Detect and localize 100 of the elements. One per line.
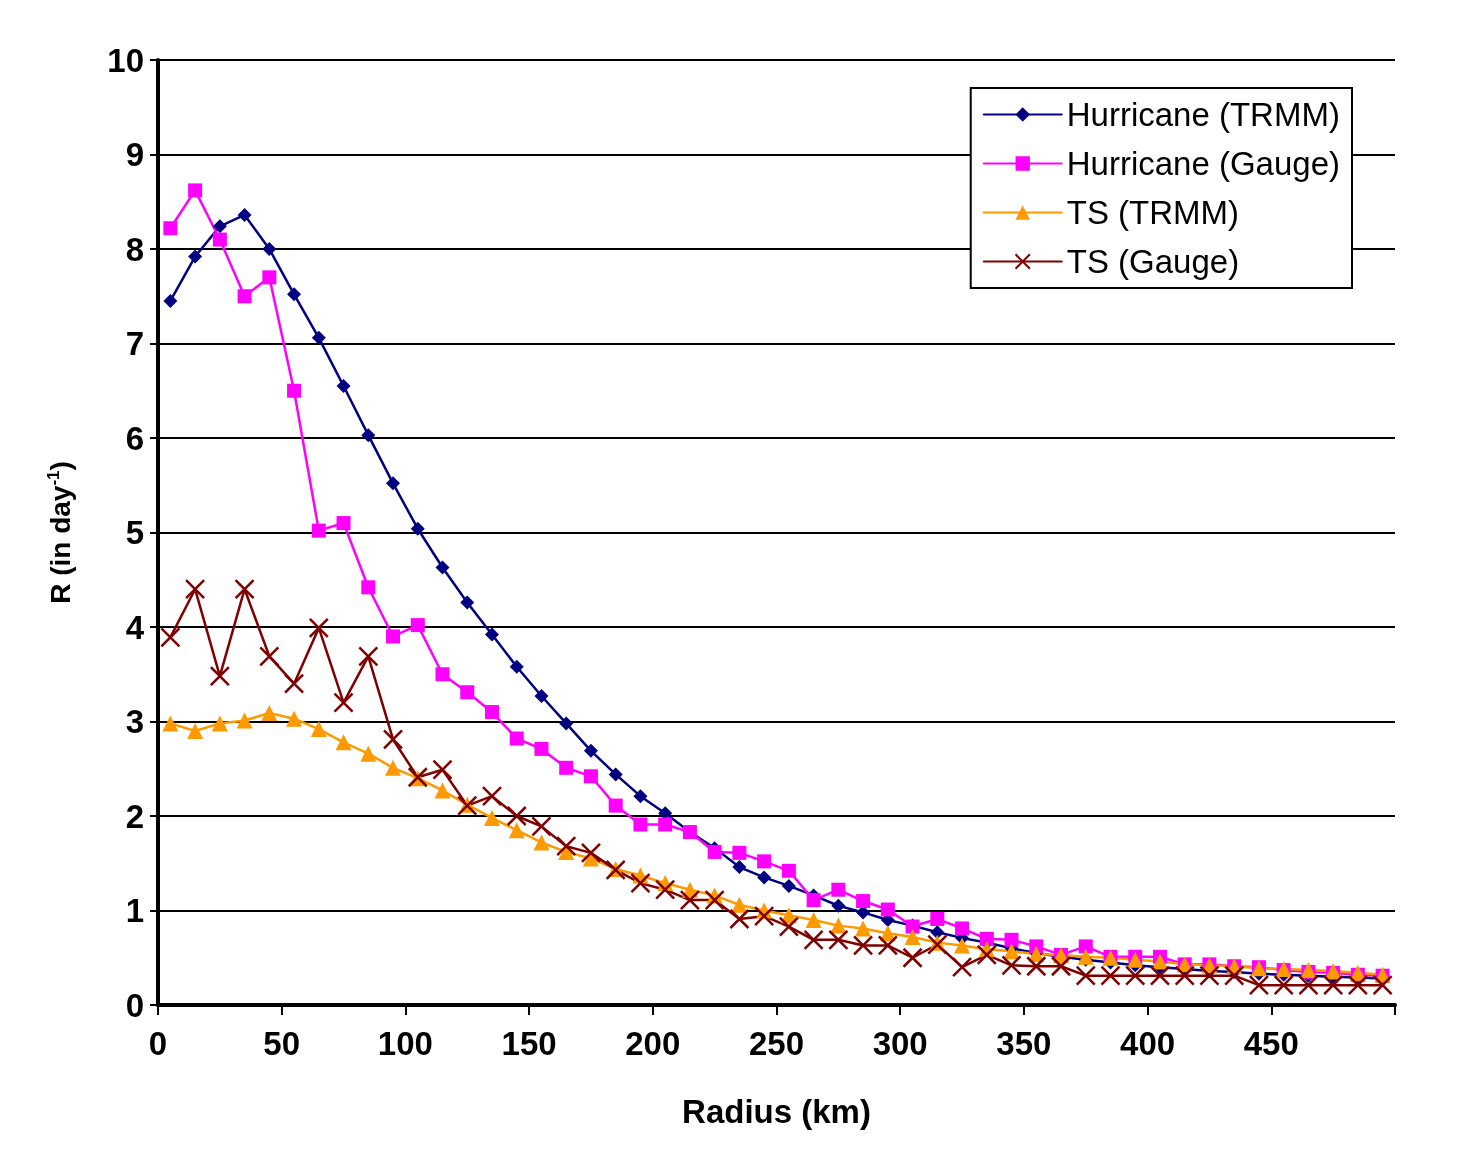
point <box>160 627 181 648</box>
point <box>1372 974 1393 996</box>
point <box>757 870 772 885</box>
point <box>877 935 899 956</box>
point <box>781 863 796 878</box>
point <box>484 627 499 642</box>
point <box>435 560 450 575</box>
x-tick-label: 400 <box>1120 1025 1176 1062</box>
point <box>163 221 178 236</box>
point <box>483 809 500 826</box>
y-tick-label: 8 <box>125 230 144 268</box>
point <box>855 920 872 937</box>
point <box>1003 943 1020 960</box>
point <box>212 219 227 234</box>
point <box>435 667 450 682</box>
x-tick-label: 350 <box>996 1025 1052 1062</box>
y-tick-label: 9 <box>125 136 144 173</box>
point <box>732 860 747 875</box>
point <box>630 872 651 894</box>
point <box>212 232 227 247</box>
point <box>506 805 527 827</box>
y-tick-label: 4 <box>125 608 145 646</box>
point <box>534 688 549 703</box>
point <box>828 929 849 951</box>
y-tick-label: 1 <box>125 892 144 929</box>
point <box>806 893 821 908</box>
point <box>583 769 598 784</box>
y-tick-label: 3 <box>125 703 144 740</box>
x-axis-title: Radius (km) <box>682 1093 871 1130</box>
point <box>951 956 973 978</box>
point <box>234 578 255 600</box>
point <box>930 925 945 940</box>
point <box>583 743 598 758</box>
point <box>902 947 923 968</box>
point <box>976 944 998 966</box>
point <box>531 816 552 837</box>
point <box>704 889 725 911</box>
y-axis-title: R (in day-1) <box>44 461 76 604</box>
x-tick-label: 450 <box>1243 1025 1299 1062</box>
point <box>481 785 503 807</box>
point <box>731 896 748 913</box>
point <box>287 287 302 302</box>
point <box>1078 939 1093 954</box>
y-tick-label: 7 <box>125 325 144 362</box>
point <box>830 917 847 934</box>
point <box>287 383 302 398</box>
point <box>386 629 401 644</box>
point <box>508 822 525 839</box>
point <box>188 249 203 264</box>
point <box>460 685 475 700</box>
point <box>358 646 379 667</box>
point <box>162 715 179 732</box>
point <box>732 845 747 860</box>
point <box>930 912 945 927</box>
point <box>382 729 404 750</box>
point <box>211 715 228 732</box>
point <box>679 889 701 911</box>
point <box>904 928 921 945</box>
point <box>262 242 277 256</box>
point <box>335 734 352 751</box>
x-tick-label: 250 <box>748 1025 805 1062</box>
point <box>361 580 376 595</box>
point <box>310 721 327 738</box>
point <box>1075 965 1096 986</box>
point <box>954 937 971 954</box>
point <box>753 905 775 927</box>
point <box>633 817 648 832</box>
point <box>484 705 499 720</box>
y-tick-label: 6 <box>125 419 144 457</box>
point <box>608 798 623 813</box>
x-tick-label: 300 <box>872 1025 928 1062</box>
point <box>1001 955 1022 976</box>
point <box>979 931 994 946</box>
x-tick-label: 50 <box>263 1025 301 1062</box>
point <box>757 854 772 869</box>
point <box>432 759 453 780</box>
point <box>559 716 574 731</box>
point <box>410 521 425 536</box>
point <box>955 921 970 936</box>
legend-label: TS (TRMM) <box>1066 194 1240 231</box>
y-tick-label: 5 <box>125 514 144 551</box>
point <box>509 659 524 674</box>
point <box>410 618 425 633</box>
point <box>633 789 648 804</box>
point <box>385 759 402 776</box>
point <box>856 894 871 909</box>
y-tick-label: 2 <box>125 797 144 835</box>
point <box>184 578 206 600</box>
point <box>237 207 252 222</box>
point <box>1223 965 1245 986</box>
x-tick-label: 100 <box>377 1025 433 1062</box>
point <box>236 712 253 729</box>
x-tick-label: 150 <box>501 1025 557 1062</box>
point <box>360 745 377 762</box>
point <box>654 879 676 900</box>
point <box>852 935 874 956</box>
point <box>460 595 475 610</box>
point <box>361 428 376 443</box>
legend-label: Hurricane (Gauge) <box>1066 145 1340 182</box>
point <box>336 379 351 394</box>
